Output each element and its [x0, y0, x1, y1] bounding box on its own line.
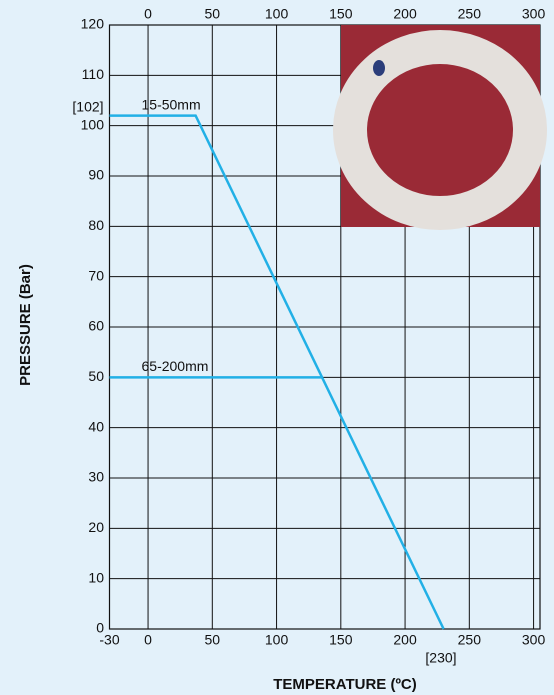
- x-tick-label: 200: [393, 632, 417, 648]
- x-tick-label: 250: [458, 632, 482, 648]
- x-tick-label-top: 150: [329, 6, 353, 22]
- y-tick-label: 110: [82, 66, 105, 82]
- x-tick-label: -30: [99, 632, 119, 648]
- y-tick-label: 60: [88, 318, 104, 334]
- y-tick-label: 10: [88, 569, 104, 585]
- x-tick-label-top: 100: [265, 6, 289, 22]
- y-tick-label: 30: [88, 469, 104, 485]
- y-tick-label: 80: [88, 217, 104, 233]
- x-tick-label-top: 250: [458, 6, 482, 22]
- ring-mark: [373, 60, 385, 76]
- x-tick-label-top: 300: [522, 6, 546, 22]
- x-tick-label: 300: [522, 632, 546, 648]
- annotation: [102]: [72, 99, 103, 115]
- series-label: 65-200mm: [142, 358, 209, 374]
- y-tick-label: 100: [81, 116, 105, 132]
- x-axis-title: TEMPERATURE (ºC): [273, 676, 417, 693]
- y-tick-label: 40: [88, 418, 104, 434]
- series-line: [109, 114, 445, 630]
- x-tick-label: 150: [329, 632, 353, 648]
- x-tick-label-top: 0: [144, 6, 152, 22]
- y-tick-label: 70: [88, 267, 104, 283]
- y-axis-title: PRESSURE (Bar): [17, 264, 34, 386]
- y-tick-label: 20: [88, 519, 104, 535]
- y-tick-label: 50: [88, 368, 104, 384]
- annotation: [230]: [425, 650, 456, 666]
- y-tick-label: 90: [88, 167, 104, 183]
- plot-border: [108, 24, 541, 630]
- x-tick-label-top: 200: [393, 6, 417, 22]
- x-tick-label-top: 50: [205, 6, 221, 22]
- x-tick-label: 0: [144, 632, 152, 648]
- x-tick-label: 100: [265, 632, 289, 648]
- y-tick-label: 0: [96, 620, 104, 636]
- x-tick-label: 50: [205, 632, 221, 648]
- series-label: 15-50mm: [142, 96, 201, 112]
- y-tick-label: 120: [81, 16, 105, 32]
- ring-image: [333, 30, 547, 230]
